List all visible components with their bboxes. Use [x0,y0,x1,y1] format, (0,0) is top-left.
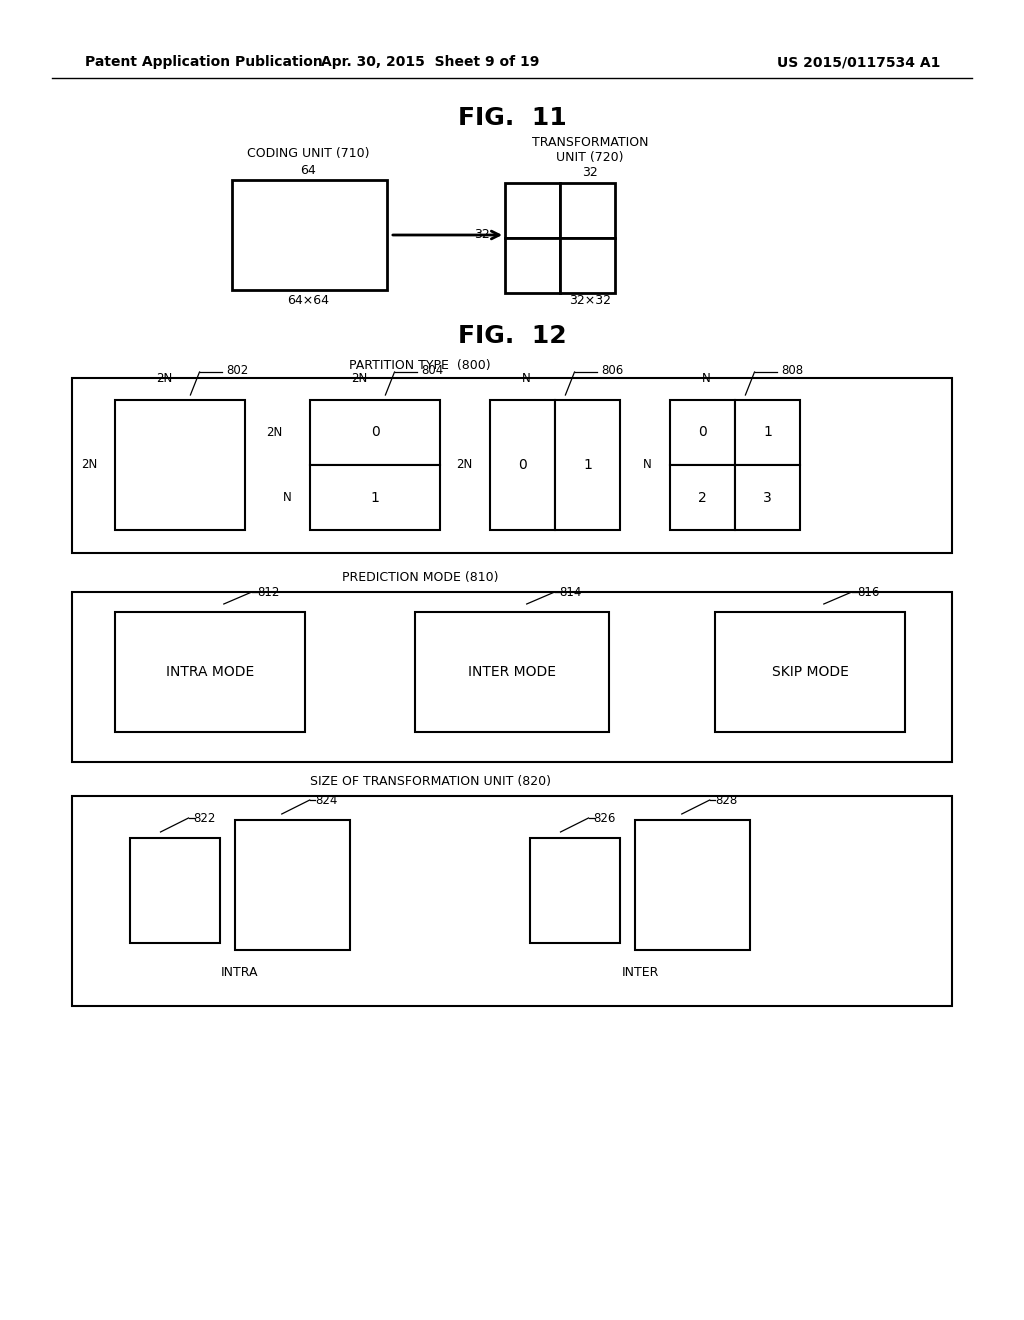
Text: FIG.  12: FIG. 12 [458,323,566,348]
Bar [530,838,620,942]
Text: 1: 1 [583,458,592,473]
Text: TRANSFORMATION: TRANSFORMATION [531,136,648,149]
Text: UNIT (720): UNIT (720) [556,150,624,164]
Bar [130,838,220,942]
Text: INTRA: INTRA [221,965,259,978]
Text: 64×64: 64×64 [287,293,329,306]
Text: 2N: 2N [351,371,368,384]
Text: 802: 802 [226,363,249,376]
Bar [234,820,350,950]
Bar [115,400,245,531]
Text: INTRA MODE: INTRA MODE [166,665,254,678]
Text: N: N [522,371,530,384]
Text: 814: 814 [560,586,582,598]
Text: Patent Application Publication: Patent Application Publication [85,55,323,69]
Text: 806: 806 [602,363,624,376]
Text: N: N [284,491,292,504]
Bar [490,400,555,531]
Text: 2N: 2N [456,458,472,471]
Bar [715,612,905,733]
Bar [72,796,952,1006]
Text: 812: 812 [257,586,280,598]
Text: N: N [702,371,711,384]
Bar [635,820,750,950]
Text: 824: 824 [314,793,337,807]
Text: 822: 822 [194,812,216,825]
Bar [115,612,305,733]
Text: 2N: 2N [266,426,282,440]
Bar [310,400,440,465]
Bar [735,465,800,531]
Bar [505,238,560,293]
Bar [72,378,952,553]
Text: 808: 808 [781,363,804,376]
Bar [560,238,615,293]
Bar [670,465,735,531]
Text: 1: 1 [763,425,772,440]
Text: 0: 0 [518,458,527,473]
Text: INTER: INTER [622,965,658,978]
Text: 2N: 2N [81,458,97,471]
Bar [735,400,800,465]
Bar [555,400,620,531]
Text: 826: 826 [594,812,615,825]
Text: 0: 0 [698,425,707,440]
Text: 32: 32 [582,165,598,178]
Bar [232,180,387,290]
Text: 32: 32 [474,228,490,242]
Text: 2: 2 [698,491,707,504]
Text: 0: 0 [371,425,379,440]
Text: FIG.  11: FIG. 11 [458,106,566,129]
Text: 1: 1 [371,491,380,504]
Text: US 2015/0117534 A1: US 2015/0117534 A1 [776,55,940,69]
Text: 804: 804 [422,363,443,376]
Bar [310,465,440,531]
Text: Apr. 30, 2015  Sheet 9 of 19: Apr. 30, 2015 Sheet 9 of 19 [321,55,540,69]
Text: PARTITION TYPE  (800): PARTITION TYPE (800) [349,359,490,372]
Bar [415,612,609,733]
Bar [72,591,952,762]
Text: 828: 828 [715,793,737,807]
Text: SKIP MODE: SKIP MODE [771,665,849,678]
Bar [560,183,615,238]
Text: 32×32: 32×32 [569,293,611,306]
Text: SIZE OF TRANSFORMATION UNIT (820): SIZE OF TRANSFORMATION UNIT (820) [309,776,551,788]
Bar [670,400,735,465]
Text: 816: 816 [857,586,880,598]
Bar [505,183,560,238]
Text: 64: 64 [300,164,315,177]
Text: INTER MODE: INTER MODE [468,665,556,678]
Text: CODING UNIT (710): CODING UNIT (710) [247,147,370,160]
Text: PREDICTION MODE (810): PREDICTION MODE (810) [342,572,499,585]
Text: 3: 3 [763,491,772,504]
Text: N: N [643,458,652,471]
Text: 2N: 2N [157,371,172,384]
